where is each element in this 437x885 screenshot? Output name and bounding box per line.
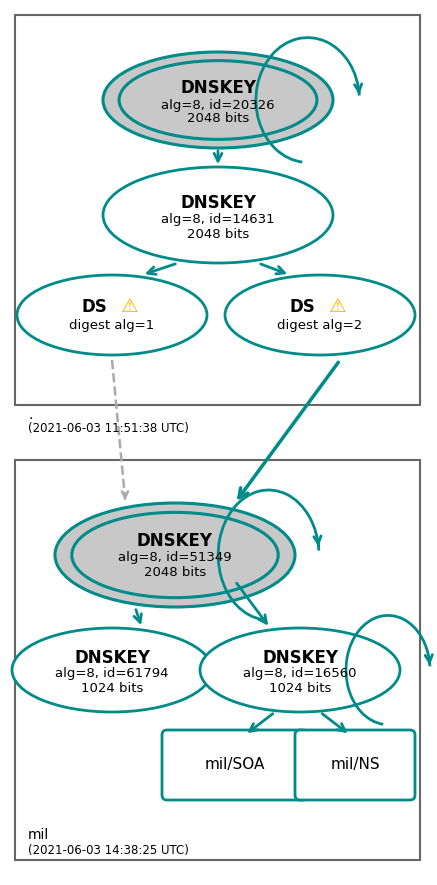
Text: alg=8, id=14631: alg=8, id=14631 xyxy=(161,213,275,227)
Text: digest alg=2: digest alg=2 xyxy=(277,319,363,332)
Text: DNSKEY: DNSKEY xyxy=(180,194,256,212)
Text: DNSKEY: DNSKEY xyxy=(262,649,338,667)
Ellipse shape xyxy=(12,628,212,712)
Text: DNSKEY: DNSKEY xyxy=(74,649,150,667)
Text: alg=8, id=61794: alg=8, id=61794 xyxy=(55,667,169,681)
FancyBboxPatch shape xyxy=(162,730,308,800)
Text: alg=8, id=51349: alg=8, id=51349 xyxy=(118,551,232,565)
Text: ⚠: ⚠ xyxy=(121,297,139,317)
Bar xyxy=(15,460,420,860)
Text: ⚠: ⚠ xyxy=(329,297,347,317)
Ellipse shape xyxy=(55,503,295,607)
Text: 2048 bits: 2048 bits xyxy=(187,112,249,126)
Text: DS: DS xyxy=(81,298,107,316)
Text: alg=8, id=16560: alg=8, id=16560 xyxy=(243,667,357,681)
Text: 2048 bits: 2048 bits xyxy=(187,227,249,241)
Text: DS: DS xyxy=(289,298,315,316)
Text: mil/SOA: mil/SOA xyxy=(205,758,265,773)
Text: 2048 bits: 2048 bits xyxy=(144,566,206,580)
Text: 1024 bits: 1024 bits xyxy=(269,681,331,695)
Text: digest alg=1: digest alg=1 xyxy=(69,319,155,332)
Text: DNSKEY: DNSKEY xyxy=(137,532,213,550)
Ellipse shape xyxy=(225,275,415,355)
Text: (2021-06-03 11:51:38 UTC): (2021-06-03 11:51:38 UTC) xyxy=(28,422,189,435)
Ellipse shape xyxy=(103,52,333,148)
Text: mil/NS: mil/NS xyxy=(330,758,380,773)
Text: (2021-06-03 14:38:25 UTC): (2021-06-03 14:38:25 UTC) xyxy=(28,844,189,857)
Text: .: . xyxy=(28,408,32,422)
Text: mil: mil xyxy=(28,828,49,842)
Text: DNSKEY: DNSKEY xyxy=(180,79,256,97)
FancyBboxPatch shape xyxy=(295,730,415,800)
Ellipse shape xyxy=(103,167,333,263)
Ellipse shape xyxy=(17,275,207,355)
Text: alg=8, id=20326: alg=8, id=20326 xyxy=(161,98,275,112)
Text: 1024 bits: 1024 bits xyxy=(81,681,143,695)
Ellipse shape xyxy=(200,628,400,712)
Bar xyxy=(15,15,420,405)
